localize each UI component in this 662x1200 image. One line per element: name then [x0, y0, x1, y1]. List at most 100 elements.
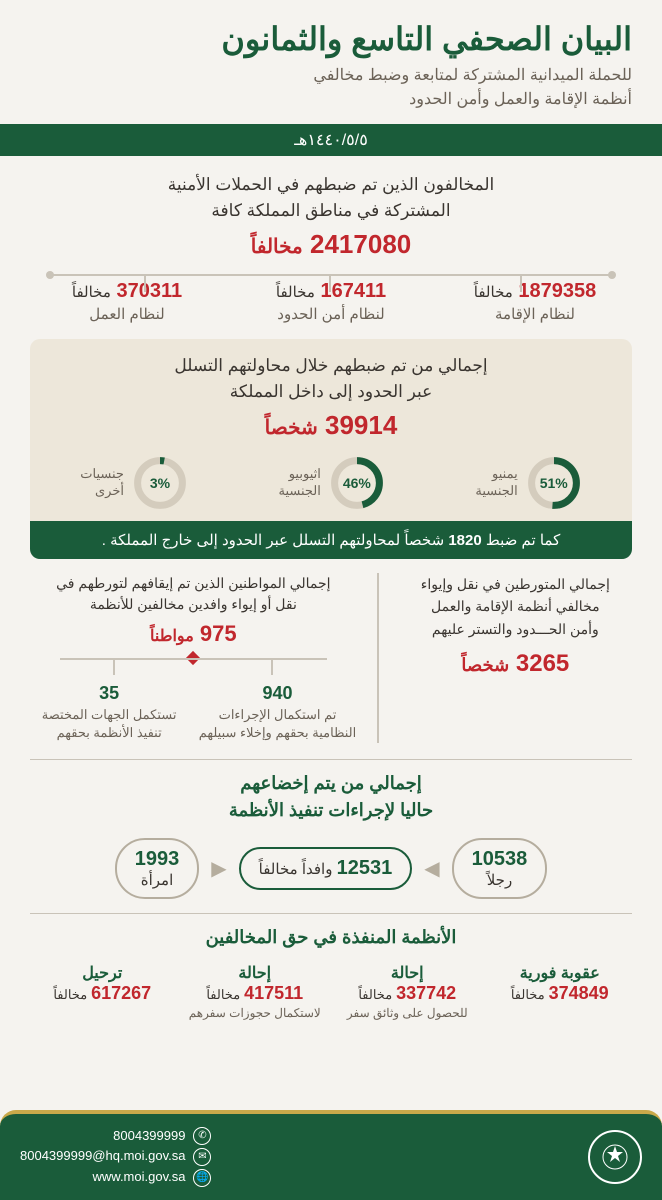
section3-split: 940 تم استكمال الإجراءاتالنظامية بحقهم و…: [30, 681, 357, 743]
donut-other-pct: 3%: [150, 475, 170, 491]
pill-women-label: امرأة: [141, 872, 174, 889]
penalty-immediate-title: عقوبة فورية: [488, 963, 633, 983]
donut-yemeni-pct: 51%: [540, 475, 568, 491]
pill-row: 10538 رجلاً ◀ 12531 وافداً مخالفاً ▶ 199…: [30, 838, 632, 899]
col-labor-label: لنظام العمل: [30, 305, 224, 323]
phone-icon: ✆: [193, 1127, 211, 1145]
split-pending-number: 35: [30, 681, 188, 706]
footer: 8004399999 ✆ 8004399999@hq.moi.gov.sa ✉ …: [0, 1110, 662, 1200]
section1-total-unit: مخالفاً: [251, 236, 303, 258]
section3-left-text: إجمالي المواطنين الذين تم إيقافهم لتورطه…: [30, 573, 357, 615]
col-residence: 1879358 مخالفاً لنظام الإقامة: [438, 280, 632, 323]
split-pending-text: تستكمل الجهات المختصةتنفيذ الأنظمة بحقهم: [42, 707, 177, 740]
page-subtitle: للحملة الميدانية المشتركة لمتابعة وضبط م…: [30, 64, 632, 112]
divider: [30, 913, 632, 914]
col-residence-label: لنظام الإقامة: [438, 305, 632, 323]
divider: [30, 759, 632, 760]
penalty-referral-docs: إحالة 337742 مخالفاً للحصول على وثائق سف…: [335, 963, 480, 1022]
section2-total: 39914 شخصاً: [40, 410, 622, 441]
penalty-immediate-unit: مخالفاً: [511, 987, 545, 1002]
section3-right-number: 3265: [516, 650, 569, 677]
pill-men-label: رجلاً: [487, 872, 512, 889]
banner-prefix: كما تم ضبط: [482, 532, 561, 549]
pill-women-number: 1993: [135, 848, 180, 871]
section3-left: إجمالي المواطنين الذين تم إيقافهم لتورطه…: [30, 573, 357, 743]
page-title: البيان الصحفي التاسع والثمانون: [30, 20, 632, 58]
penalty-deport-number: 617267: [91, 983, 151, 1003]
col-residence-number: 1879358: [518, 280, 596, 302]
penalty-immediate-number: 374849: [549, 983, 609, 1003]
donut-ethiopian: 46% اثيوبيوالجنسية: [278, 455, 384, 511]
penalty-immediate: عقوبة فورية 374849 مخالفاً: [488, 963, 633, 1022]
section1-total-number: 2417080: [310, 229, 411, 259]
pill-men: 10538 رجلاً: [452, 838, 548, 899]
date-banner: ١٤٤٠/٥/٥هـ: [0, 124, 662, 156]
pill-total-number: 12531: [337, 857, 393, 879]
section1-total: 2417080 مخالفاً: [30, 229, 632, 260]
penalty-referral-docs-desc: للحصول على وثائق سفر: [335, 1006, 480, 1022]
donut-icon: 3%: [132, 455, 188, 511]
col-labor-unit: مخالفاً: [72, 284, 111, 301]
divider-line: [50, 274, 612, 276]
section3-right-unit: شخصاً: [461, 655, 509, 675]
footer-contacts: 8004399999 ✆ 8004399999@hq.moi.gov.sa ✉ …: [20, 1126, 211, 1188]
section3-left-total: 975 مواطناً: [30, 621, 357, 647]
section5-title: الأنظمة المنفذة في حق المخالفين: [30, 924, 632, 951]
split-completed-number: 940: [198, 681, 356, 706]
donut-other-label: جنسياتأخرى: [80, 466, 124, 500]
banner-number: 1820: [448, 532, 481, 549]
penalty-referral-docs-title: إحالة: [335, 963, 480, 983]
pill-men-number: 10538: [472, 848, 528, 871]
mail-icon: ✉: [193, 1148, 211, 1166]
penalty-referral-booking-desc: لاستكمال حجوزات سفرهم: [183, 1006, 328, 1022]
section2-total-number: 39914: [325, 410, 397, 440]
pill-women: 1993 امرأة: [115, 838, 200, 899]
penalty-referral-docs-unit: مخالفاً: [358, 987, 392, 1002]
penalty-referral-booking-unit: مخالفاً: [206, 987, 240, 1002]
footer-emblem-area: [588, 1130, 642, 1184]
donut-ethiopian-pct: 46%: [343, 475, 371, 491]
section2-banner: كما تم ضبط 1820 شخصاً لمحاولتهم التسلل ع…: [30, 521, 632, 559]
footer-phone: 8004399999 ✆: [20, 1126, 211, 1147]
footer-email: 8004399999@hq.moi.gov.sa ✉: [20, 1146, 211, 1167]
section3-right-text: إجمالي المتورطين في نقل وإيواءمخالفي أنظ…: [399, 573, 632, 640]
connector-icon: [60, 653, 327, 673]
penalty-deport-unit: مخالفاً: [53, 987, 87, 1002]
donut-other: 3% جنسياتأخرى: [80, 455, 188, 511]
split-completed: 940 تم استكمال الإجراءاتالنظامية بحقهم و…: [198, 681, 356, 743]
penalty-deport: ترحيل 617267 مخالفاً: [30, 963, 175, 1022]
col-border-unit: مخالفاً: [276, 284, 315, 301]
col-residence-unit: مخالفاً: [474, 284, 513, 301]
section1-title: المخالفون الذين تم ضبطهم في الحملات الأم…: [30, 172, 632, 223]
penalty-referral-booking-number: 417511: [244, 983, 303, 1003]
penalty-referral-docs-number: 337742: [396, 983, 456, 1003]
section2-total-unit: شخصاً: [265, 417, 318, 439]
vertical-divider: [377, 573, 379, 743]
col-border: 167411 مخالفاً لنظام أمن الحدود: [234, 280, 428, 323]
section3-right: إجمالي المتورطين في نقل وإيواءمخالفي أنظ…: [399, 573, 632, 743]
globe-icon: 🌐: [193, 1169, 211, 1187]
arrow-icon: ▶: [211, 856, 226, 881]
donut-row: 51% يمنيوالجنسية 46% اثيوبيوالجنسية: [40, 455, 622, 511]
donut-yemeni: 51% يمنيوالجنسية: [475, 455, 581, 511]
arrow-icon: ◀: [424, 856, 439, 881]
donut-icon: 51%: [526, 455, 582, 511]
section3-left-unit: مواطناً: [150, 628, 194, 645]
split-completed-text: تم استكمال الإجراءاتالنظامية بحقهم وإخلا…: [199, 707, 357, 740]
footer-web: www.moi.gov.sa 🌐: [20, 1167, 211, 1188]
section5-grid: عقوبة فورية 374849 مخالفاً إحالة 337742 …: [30, 963, 632, 1022]
donut-icon: 46%: [329, 455, 385, 511]
pill-total: 12531 وافداً مخالفاً: [239, 847, 413, 890]
section1-breakdown: 1879358 مخالفاً لنظام الإقامة 167411 مخا…: [30, 280, 632, 323]
split-pending: 35 تستكمل الجهات المختصةتنفيذ الأنظمة بح…: [30, 681, 188, 743]
section3-right-total: 3265 شخصاً: [399, 650, 632, 678]
col-labor-number: 370311: [116, 280, 182, 302]
emblem-icon: [588, 1130, 642, 1184]
col-border-label: لنظام أمن الحدود: [234, 305, 428, 323]
section3: إجمالي المتورطين في نقل وإيواءمخالفي أنظ…: [30, 573, 632, 743]
pill-total-label: وافداً مخالفاً: [259, 861, 333, 878]
donut-ethiopian-label: اثيوبيوالجنسية: [278, 466, 320, 500]
footer-web-text: www.moi.gov.sa: [93, 1167, 186, 1188]
col-labor: 370311 مخالفاً لنظام العمل: [30, 280, 224, 323]
penalty-deport-title: ترحيل: [30, 963, 175, 983]
